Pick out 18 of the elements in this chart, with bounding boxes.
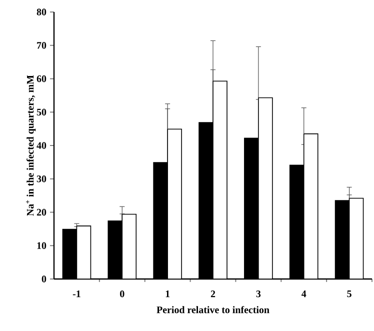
x-tick-label: 4 [302,290,306,298]
y-tick-label: 20 [36,208,46,216]
y-tick-label: 30 [36,176,46,182]
x-tick-label: 2 [210,290,216,298]
y-tick-label: 0 [42,276,46,282]
y-tick-label: 80 [36,8,46,16]
y-axis-title: Na$^{+}$ in the infected quarters, mM [26,75,36,216]
x-tick-label: 0 [120,290,124,298]
x-tick-label: -1 [72,290,80,298]
x-tick-label: 5 [347,290,352,298]
y-tick-label: 10 [37,242,46,249]
x-axis-title: Period relative to infection [156,306,270,314]
y-tick-label: 60 [36,75,46,82]
y-tick-label: 50 [36,108,46,116]
y-tick-label: 40 [36,142,46,149]
y-tick-label: 70 [37,42,46,49]
x-tick-label: 3 [256,290,261,298]
x-tick-label: 1 [166,290,170,298]
